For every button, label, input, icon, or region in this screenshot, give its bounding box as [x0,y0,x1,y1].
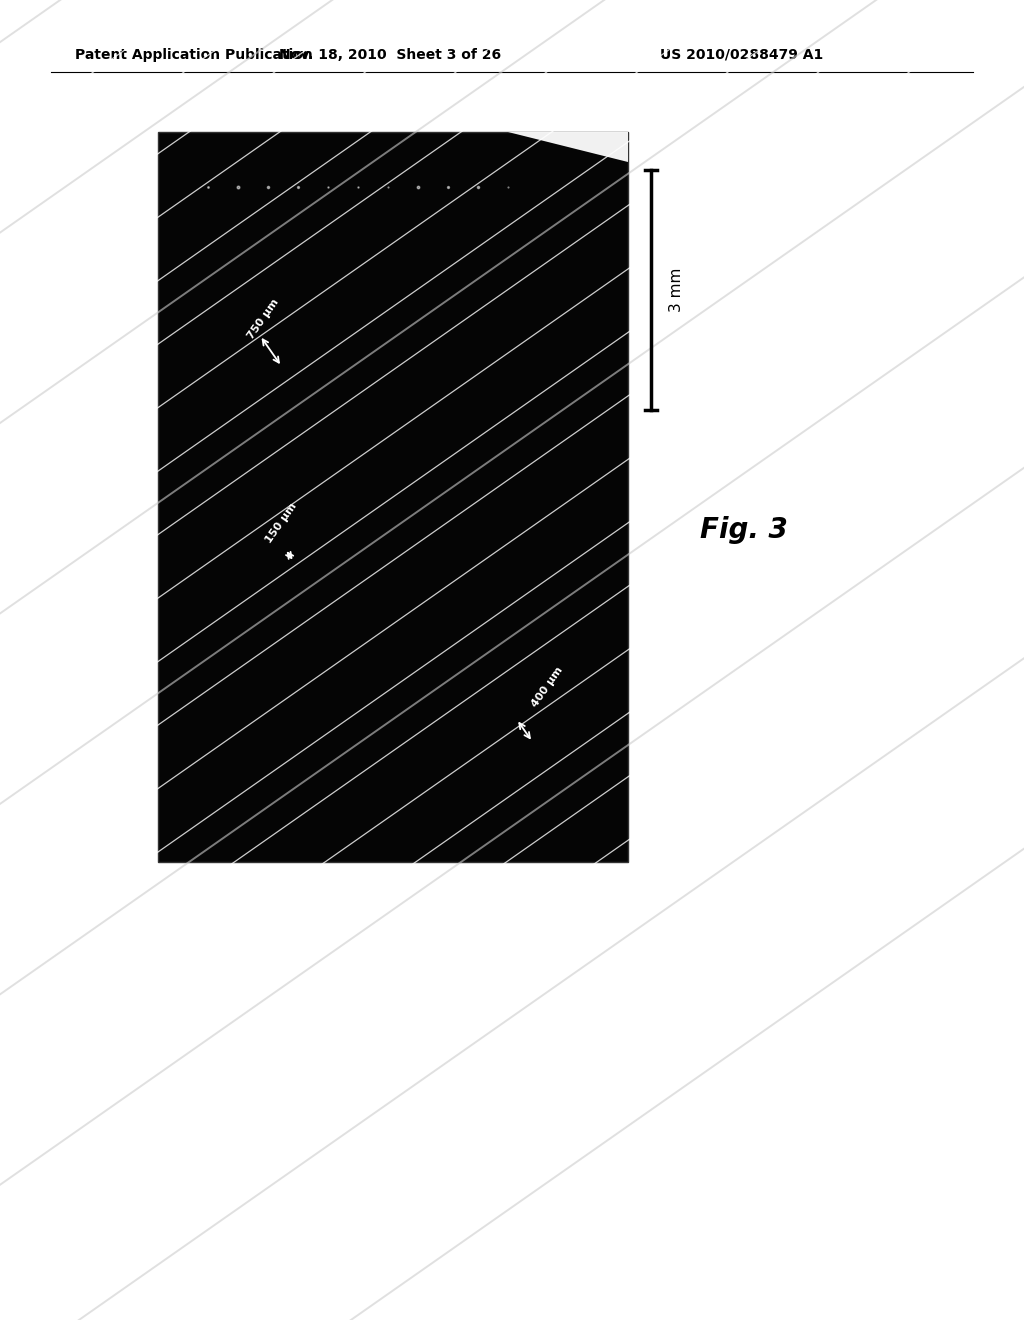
Text: Patent Application Publication: Patent Application Publication [75,48,312,62]
Text: 150 μm: 150 μm [264,502,299,545]
Polygon shape [508,132,628,162]
Text: Nov. 18, 2010  Sheet 3 of 26: Nov. 18, 2010 Sheet 3 of 26 [279,48,501,62]
Text: 750 μm: 750 μm [246,297,281,341]
Text: US 2010/0288479 A1: US 2010/0288479 A1 [660,48,823,62]
Bar [158,132,628,862]
Text: 3 mm: 3 mm [669,268,684,313]
Text: 400 μm: 400 μm [529,664,564,709]
Text: Fig. 3: Fig. 3 [700,516,787,544]
